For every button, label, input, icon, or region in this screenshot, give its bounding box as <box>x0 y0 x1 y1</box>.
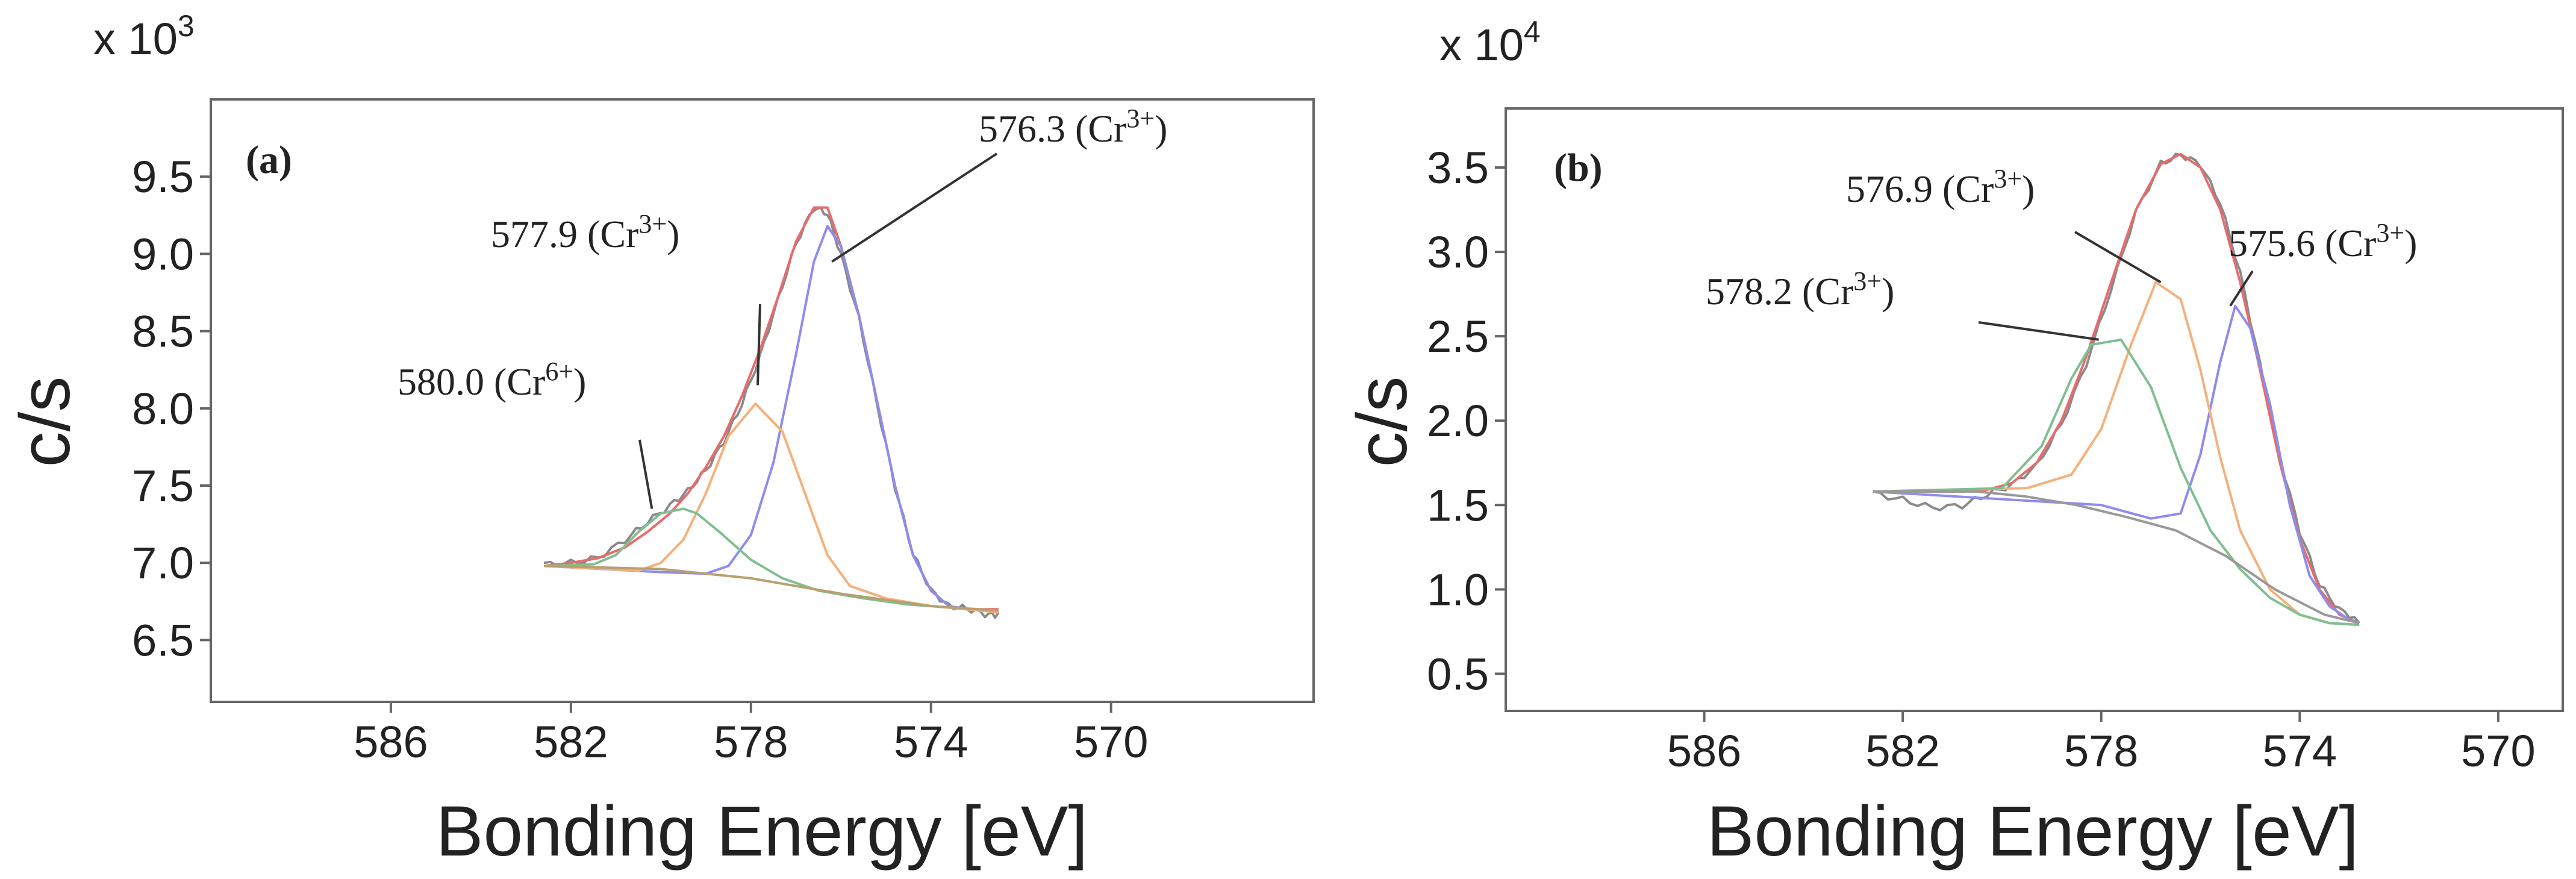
series-line-576-9-cr3- <box>1873 281 2360 627</box>
panel-b: x 104 c/s 0.5 1.0 1.5 2.0 2.5 3.0 3.5 586 582 57… <box>1343 15 2564 871</box>
annotation-leader <box>2229 270 2254 307</box>
panel-b-x-ticks: 586 582 578 574 570 <box>1667 711 2536 776</box>
x-tick-label: 574 <box>894 717 968 767</box>
panel-b-y-axis-label: c/s <box>1343 377 1422 468</box>
y-tick-label: 6.5 <box>132 615 194 665</box>
annotation-label: 577.9 (Cr3+) <box>491 209 679 255</box>
annotation-leader <box>831 152 998 263</box>
annotation-label: 578.2 (Cr3+) <box>1706 266 1894 313</box>
panel-a-annotations: 576.3 (Cr3+) 577.9 (Cr3+) 580.0 (Cr6+) <box>398 104 1167 509</box>
x-tick-label: 570 <box>1074 717 1148 767</box>
annotation-label: 575.6 (Cr3+) <box>2228 218 2417 264</box>
panel-a-y-ticks: 6.5 7.0 7.5 8.0 8.5 9.0 9.5 <box>132 152 211 665</box>
panel-b-plot-frame <box>1505 107 2564 712</box>
series-line-envelope-fit <box>543 206 999 611</box>
series-line-576-3-cr3- <box>543 225 999 614</box>
x-tick-label: 586 <box>1667 726 1741 776</box>
y-tick-label: 1.0 <box>1427 565 1489 615</box>
y-tick-label: 7.5 <box>132 461 194 511</box>
y-tick-label: 2.0 <box>1427 396 1489 446</box>
x-tick-label: 582 <box>534 717 608 767</box>
panel-a-label: (a) <box>246 138 292 182</box>
annotation-leader <box>1978 321 2099 341</box>
panel-b-label: (b) <box>1554 146 1603 190</box>
y-tick-label: 9.5 <box>132 152 194 202</box>
panel-a-y-axis-label: c/s <box>5 377 85 468</box>
y-tick-label: 2.5 <box>1427 311 1489 361</box>
series-line-578-2-cr3- <box>1873 338 2360 627</box>
panel-b-exponent: x 104 <box>1439 15 1541 70</box>
series-line-background <box>543 565 999 612</box>
panel-a-series <box>543 206 1000 619</box>
y-tick-label: 3.5 <box>1427 143 1489 193</box>
panel-a-exponent: x 103 <box>93 9 195 64</box>
panel-a-x-axis-label: Bonding Energy [eV] <box>436 792 1088 871</box>
x-tick-label: 574 <box>2263 726 2337 776</box>
panel-b-annotations: 576.9 (Cr3+) 575.6 (Cr3+) 578.2 (Cr3+) <box>1706 164 2417 341</box>
x-tick-label: 582 <box>1865 726 1939 776</box>
panel-b-x-axis-label: Bonding Energy [eV] <box>1707 792 2359 871</box>
series-line-580-0-cr6- <box>543 507 999 612</box>
x-tick-label: 578 <box>2064 726 2138 776</box>
y-tick-label: 7.0 <box>132 538 194 588</box>
panel-a-plot-frame <box>210 98 1315 703</box>
annotation-leader <box>638 439 653 509</box>
panel-b-y-ticks: 0.5 1.0 1.5 2.0 2.5 3.0 3.5 <box>1427 143 1506 699</box>
annotation-label: 576.3 (Cr3+) <box>979 104 1167 150</box>
y-tick-label: 0.5 <box>1427 649 1489 699</box>
x-tick-label: 578 <box>714 717 788 767</box>
annotation-label: 580.0 (Cr6+) <box>398 357 586 403</box>
y-tick-label: 8.5 <box>132 307 194 357</box>
series-line-575-6-cr3- <box>1873 304 2360 625</box>
series-line-577-9-cr3- <box>543 402 999 614</box>
panel-a-x-ticks: 586 582 578 574 570 <box>354 702 1148 767</box>
series-line-background <box>1873 490 2360 625</box>
y-tick-label: 8.0 <box>132 384 194 434</box>
panel-a: x 103 c/s 6.5 7.0 7.5 8.0 8.5 9.0 9.5 586 582 57… <box>5 9 1315 871</box>
annotation-leader <box>756 304 761 386</box>
x-tick-label: 570 <box>2461 726 2535 776</box>
y-tick-label: 9.0 <box>132 229 194 279</box>
panel-b-series <box>1873 152 2360 627</box>
y-tick-label: 1.5 <box>1427 480 1489 530</box>
annotation-leader <box>2074 231 2162 284</box>
x-tick-label: 586 <box>354 717 428 767</box>
annotation-label: 576.9 (Cr3+) <box>1846 164 2035 210</box>
y-tick-label: 3.0 <box>1427 227 1489 277</box>
